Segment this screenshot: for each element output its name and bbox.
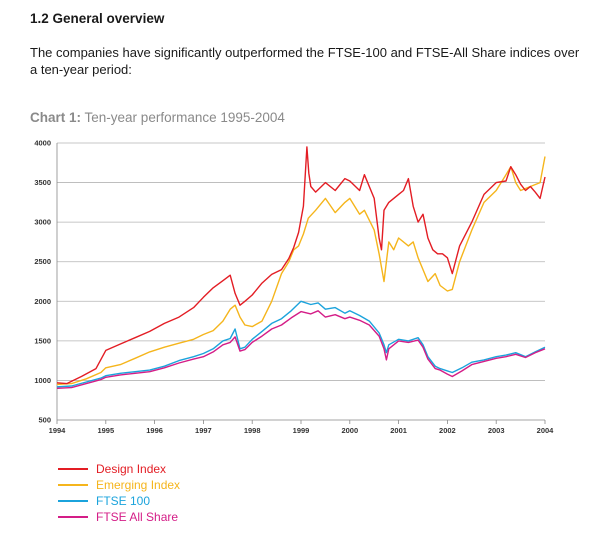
x-tick-label: 2003	[488, 426, 505, 435]
legend-swatch	[58, 484, 88, 486]
y-tick-label: 3000	[34, 218, 51, 227]
legend-swatch	[58, 516, 88, 518]
legend-item: FTSE 100	[58, 493, 180, 509]
x-tick-label: 1997	[195, 426, 212, 435]
y-tick-label: 2500	[34, 257, 51, 266]
series-layer	[56, 146, 546, 389]
chart-title: Chart 1: Ten-year performance 1995-2004	[30, 110, 285, 125]
intro-paragraph: The companies have significantly outperf…	[30, 45, 580, 77]
legend-label: FTSE 100	[96, 494, 151, 508]
x-tick-label: 1996	[146, 426, 163, 435]
axis-layer: 500 1000 1500 2000 2500 3000 3500 4000 1994 1995 1…	[34, 139, 554, 436]
x-tick-label: 2000	[341, 426, 358, 435]
x-tick-label: 1995	[97, 426, 114, 435]
x-tick-label: 1994	[49, 426, 67, 435]
x-tick-label: 2004	[537, 426, 555, 435]
legend-swatch	[58, 500, 88, 502]
legend-label: Emerging Index	[96, 478, 181, 492]
series-line-ftse-100	[56, 300, 546, 388]
y-tick-label: 500	[38, 416, 51, 425]
legend-item: FTSE All Share	[58, 509, 180, 525]
x-tick-label: 2001	[390, 426, 407, 435]
y-tick-label: 1000	[34, 376, 51, 385]
legend-item: Emerging Index	[58, 477, 180, 493]
legend-item: Design Index	[58, 461, 180, 477]
legend-label: FTSE All Share	[96, 510, 179, 524]
y-tick-label: 1500	[34, 336, 51, 345]
chart-legend: Design Index Emerging Index FTSE 100 FTSE A…	[58, 461, 180, 525]
y-tick-label: 4000	[34, 139, 51, 148]
legend-label: Design Index	[96, 462, 167, 476]
series-line-emerging-index	[56, 156, 546, 386]
y-tick-label: 3500	[34, 178, 51, 187]
chart-title-label: Chart 1:	[30, 110, 82, 125]
section-heading: 1.2 General overview	[30, 11, 165, 26]
chart-title-text: Ten-year performance 1995-2004	[84, 110, 285, 125]
x-tick-label: 1998	[244, 426, 261, 435]
series-line-ftse-all-share	[56, 310, 546, 389]
x-tick-label: 2002	[439, 426, 456, 435]
x-tick-label: 1999	[293, 426, 310, 435]
legend-swatch	[58, 468, 88, 470]
series-line-design-index	[56, 146, 546, 385]
y-tick-label: 2000	[34, 297, 51, 306]
grid-layer	[57, 142, 545, 421]
